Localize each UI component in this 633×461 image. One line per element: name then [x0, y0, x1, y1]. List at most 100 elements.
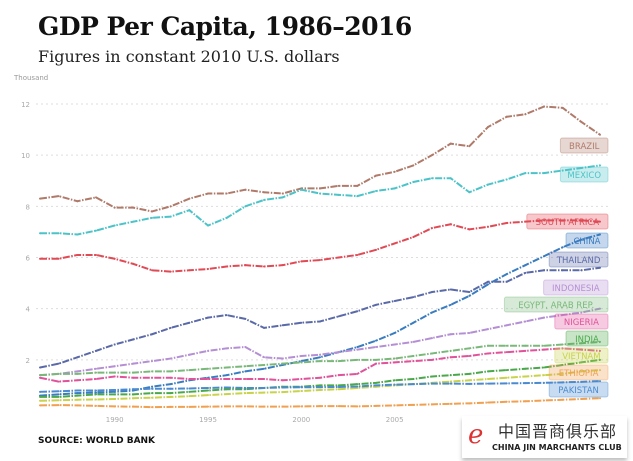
data-point — [132, 405, 135, 408]
data-point — [375, 358, 377, 361]
data-point — [244, 392, 247, 395]
data-point — [95, 378, 97, 381]
data-point — [188, 353, 191, 356]
data-point — [580, 311, 583, 314]
data-point — [449, 288, 452, 291]
data-point — [39, 404, 41, 407]
data-point — [505, 115, 508, 118]
data-point — [39, 257, 41, 260]
data-point — [487, 280, 489, 283]
data-point — [132, 262, 135, 265]
data-point — [543, 348, 545, 351]
data-point — [337, 385, 340, 388]
data-point — [337, 351, 340, 354]
y-tick-label: 2 — [26, 357, 30, 365]
data-point — [468, 372, 471, 375]
data-point — [169, 215, 172, 218]
data-point — [57, 404, 60, 407]
data-point — [188, 321, 191, 324]
series-label: SOUTH AFRICA — [536, 218, 600, 228]
data-point — [356, 346, 359, 349]
data-point — [281, 391, 284, 394]
data-point — [188, 390, 191, 393]
data-point — [431, 403, 433, 406]
data-point — [39, 197, 41, 200]
data-point — [431, 291, 433, 294]
data-point — [281, 379, 284, 382]
data-point — [393, 242, 396, 245]
data-point — [113, 365, 116, 368]
data-point — [151, 406, 153, 409]
series-label: ETHIOPIA — [559, 369, 599, 379]
data-point — [300, 361, 303, 364]
data-point — [188, 395, 191, 398]
data-point — [580, 361, 583, 364]
data-point — [431, 375, 433, 378]
data-point — [225, 386, 228, 389]
data-point — [412, 340, 415, 343]
data-point — [169, 395, 172, 398]
data-point — [375, 339, 377, 342]
data-point — [468, 379, 471, 382]
data-point — [561, 343, 564, 346]
data-point — [505, 376, 508, 379]
data-point — [300, 354, 303, 357]
data-point — [263, 378, 265, 381]
data-point — [319, 320, 321, 323]
data-point — [113, 371, 116, 374]
data-point — [599, 397, 601, 400]
watermark-logo: e 中国晋商俱乐部 CHINA JIN MARCHANTS CLUB — [462, 416, 627, 458]
data-point — [263, 405, 265, 408]
data-point — [487, 344, 489, 347]
series-label-box — [548, 251, 609, 268]
data-point — [113, 343, 116, 346]
series-label-box — [548, 381, 609, 398]
series-label-box — [526, 213, 609, 230]
data-point — [244, 365, 247, 368]
data-point — [188, 378, 191, 381]
data-point — [580, 380, 583, 383]
data-point — [393, 361, 396, 364]
data-point — [524, 320, 527, 323]
data-point — [76, 233, 79, 236]
data-point — [169, 383, 172, 386]
data-point — [319, 187, 321, 190]
data-point — [57, 399, 60, 402]
data-point — [431, 337, 433, 340]
data-point — [543, 105, 545, 108]
data-point — [356, 195, 359, 198]
data-point — [76, 253, 79, 256]
series-label-box — [554, 347, 609, 364]
data-point — [580, 370, 583, 373]
data-point — [375, 384, 377, 387]
data-point — [356, 253, 359, 256]
data-point — [505, 344, 508, 347]
data-point — [543, 269, 545, 272]
data-point — [375, 248, 377, 251]
series-label: THAILAND — [556, 256, 601, 266]
data-point — [300, 188, 303, 191]
data-point — [337, 193, 340, 196]
data-point — [468, 291, 471, 294]
data-point — [393, 170, 396, 173]
data-point — [263, 191, 265, 194]
data-point — [95, 349, 97, 352]
data-point — [57, 195, 60, 198]
data-point — [113, 257, 116, 260]
data-point — [412, 403, 415, 406]
data-point — [95, 404, 97, 407]
series-label: VIETNAM — [562, 352, 600, 362]
data-point — [188, 269, 191, 272]
data-point — [505, 400, 508, 403]
data-point — [393, 404, 396, 407]
data-point — [543, 366, 545, 369]
data-point — [207, 268, 209, 271]
data-point — [375, 189, 377, 192]
data-point — [263, 363, 265, 366]
data-point — [319, 259, 321, 262]
series-label-box — [503, 296, 609, 313]
data-point — [356, 184, 359, 187]
data-point — [561, 219, 564, 222]
data-point — [281, 192, 284, 195]
data-point — [76, 394, 79, 397]
